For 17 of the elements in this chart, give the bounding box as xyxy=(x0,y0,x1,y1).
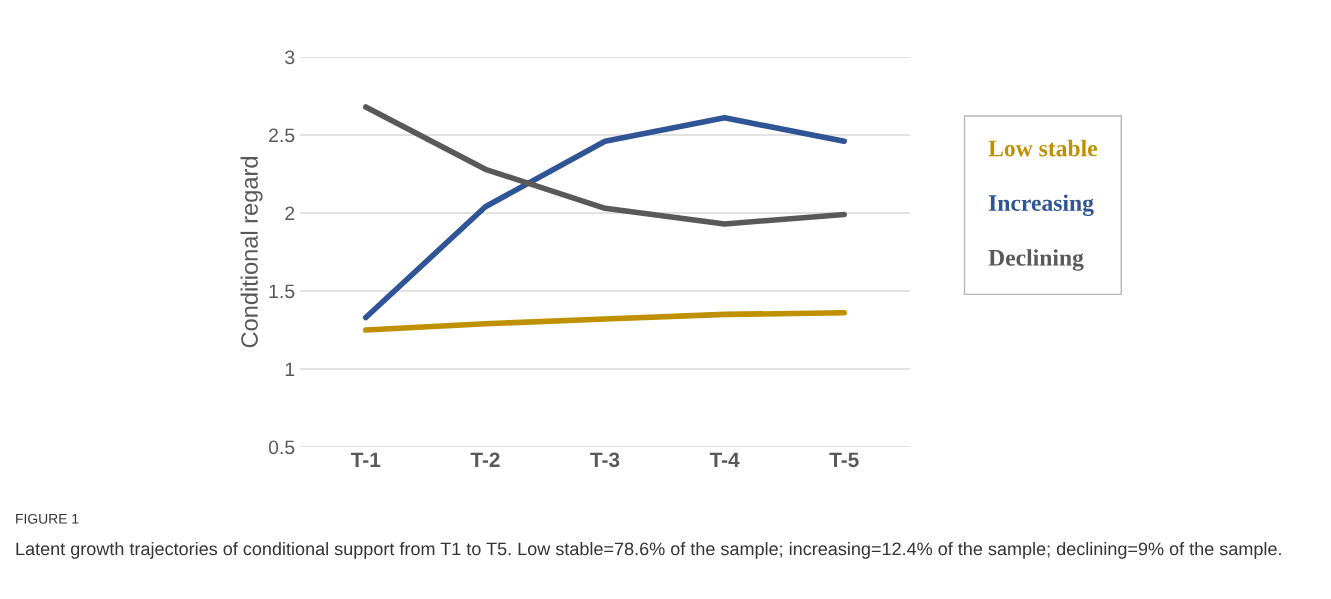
x-tick-label: T-2 xyxy=(470,452,500,467)
caption: FIGURE 1 xyxy=(16,513,79,524)
x-tick-label: T-5 xyxy=(829,452,859,468)
y-tick-label: 2 xyxy=(285,206,295,221)
x-tick-label: T-3 xyxy=(590,452,620,468)
y-tick-label: 0.5 xyxy=(268,440,295,455)
text: Declining xyxy=(988,249,1084,271)
x-tick-label: T-4 xyxy=(709,452,740,467)
text: Latent growth trajectories of conditional support from T1 to T5. Low stable=78.6% of the sample; increasing=12.4% of the sample; declining=9% of the sample. xyxy=(16,542,1281,559)
x-tick-label: T-1 xyxy=(350,452,381,467)
y-tick-label: 3 xyxy=(285,50,295,65)
y-tick-label: 1 xyxy=(285,362,295,377)
text: Low stable xyxy=(988,139,1098,157)
y-tick-label: 1.5 xyxy=(269,284,295,299)
text: Increasing xyxy=(988,194,1094,216)
y-axis-title: Conditional regard xyxy=(240,157,263,348)
y-tick-label: 2.5 xyxy=(269,128,295,143)
